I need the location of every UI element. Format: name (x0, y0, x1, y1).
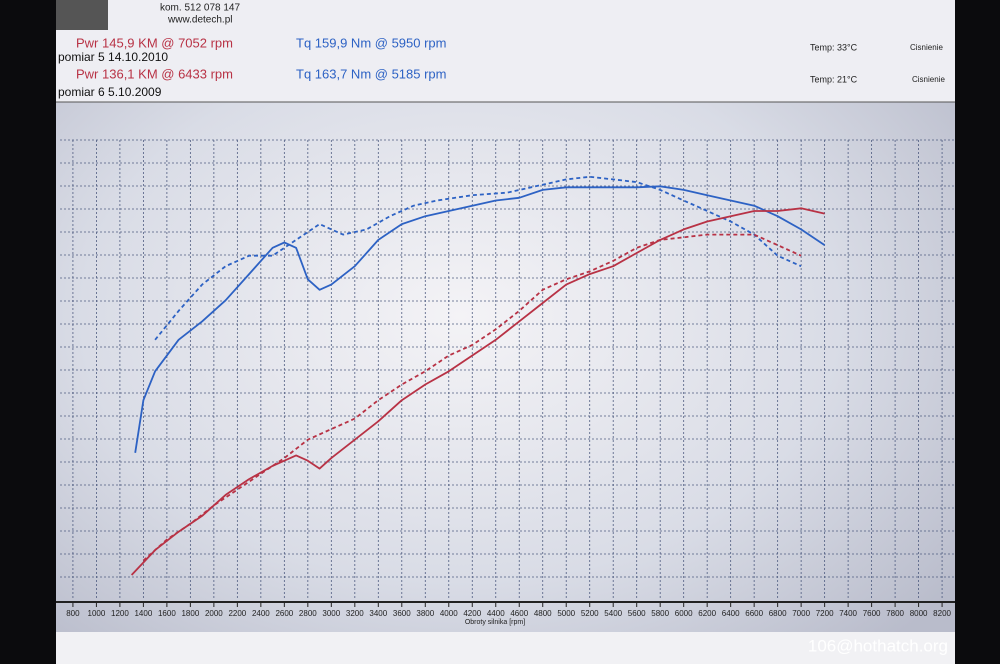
x-tick-label: 8000 (910, 609, 928, 618)
x-tick-label: 6000 (675, 609, 693, 618)
x-tick-label: 800 (66, 609, 80, 618)
x-tick-label: 7600 (863, 609, 881, 618)
annotation: kom. 512 078 147 (160, 3, 240, 14)
x-tick-label: 2800 (299, 609, 317, 618)
x-tick-label: 4800 (534, 609, 552, 618)
annotation: Cisnienie (912, 75, 945, 84)
x-tick-label: 5600 (628, 609, 646, 618)
plot (130, 175, 826, 576)
x-tick-label: 3400 (369, 609, 387, 618)
annotation: Pwr 145,9 KM @ 7052 rpm (76, 35, 233, 50)
x-tick-label: 2000 (205, 609, 223, 618)
x-tick-label: 3600 (393, 609, 411, 618)
annotation: Temp: 21°C (810, 74, 858, 84)
x-tick-label: 8200 (933, 609, 951, 618)
x-tick-label: 4000 (440, 609, 458, 618)
x-tick-label: 6600 (745, 609, 763, 618)
x-tick-label: 1000 (88, 609, 106, 618)
annotation: pomiar 6 5.10.2009 (58, 85, 162, 99)
annotation: Tq 163,7 Nm @ 5185 rpm (296, 66, 446, 81)
x-tick-label: 4600 (510, 609, 528, 618)
x-tick-label: 5200 (581, 609, 599, 618)
x-tick-label: 1400 (134, 609, 152, 618)
x-tick-label: 7000 (792, 609, 810, 618)
x-tick-label: 3000 (322, 609, 340, 618)
x-tick-label: 1800 (181, 609, 199, 618)
x-tick-label: 4200 (463, 609, 481, 618)
annotation: www.detech.pl (167, 15, 232, 26)
x-tick-label: 1200 (111, 609, 129, 618)
bottom-strip (56, 632, 955, 664)
x-tick-label: 6400 (722, 609, 740, 618)
curve (154, 175, 802, 341)
x-tick-label: 3800 (416, 609, 434, 618)
annotation: Pwr 136,1 KM @ 6433 rpm (76, 66, 233, 81)
curve (142, 233, 802, 562)
curve (130, 207, 825, 576)
annotation: pomiar 5 14.10.2010 (58, 50, 168, 64)
x-tick-label: 5400 (604, 609, 622, 618)
curve (134, 185, 826, 453)
x-tick-label: 2200 (228, 609, 246, 618)
x-tick-label: 1600 (158, 609, 176, 618)
x-tick-label: 7200 (816, 609, 834, 618)
logo (56, 0, 108, 30)
x-tick-label: 6200 (698, 609, 716, 618)
x-tick-label: 3200 (346, 609, 364, 618)
annotation: 106@hothatch.org (808, 636, 948, 655)
x-tick-label: 5800 (651, 609, 669, 618)
header-strip (56, 0, 955, 102)
x-tick-label: 2400 (252, 609, 270, 618)
paper (56, 0, 955, 632)
x-tick-label: 5000 (557, 609, 575, 618)
x-tick-label: 7800 (886, 609, 904, 618)
x-tick-label: 4400 (487, 609, 505, 618)
annotation: Temp: 33°C (810, 42, 858, 52)
x-axis-label: Obroty silnika [rpm] (465, 619, 525, 626)
x-tick-label: 7400 (839, 609, 857, 618)
x-tick-label: 2600 (275, 609, 293, 618)
annotation: Tq 159,9 Nm @ 5950 rpm (296, 35, 446, 50)
annotation: Cisnienie (910, 43, 943, 52)
x-tick-label: 6800 (769, 609, 787, 618)
